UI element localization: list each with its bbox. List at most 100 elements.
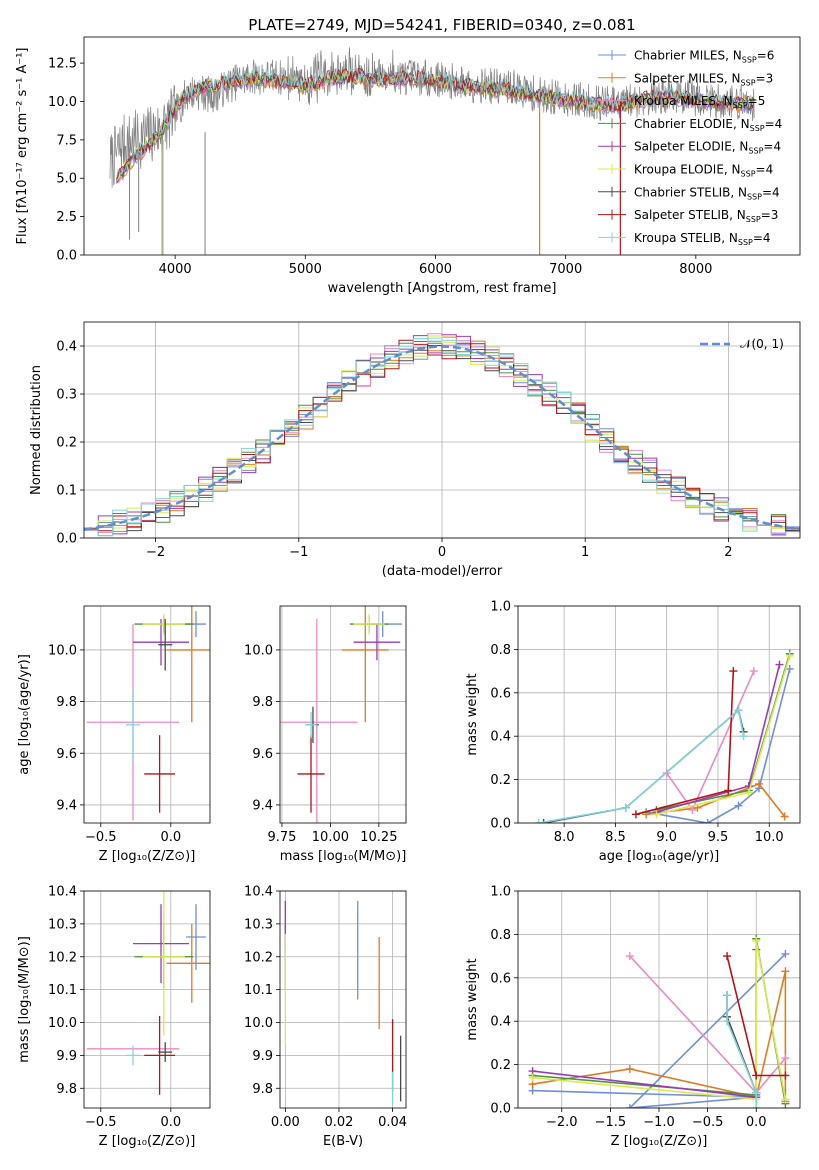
residual-histogram-chabrier-stelib	[84, 343, 800, 532]
spectrum-ylabel: Flux [fλ10⁻¹⁷ erg cm⁻² s⁻¹ A⁻¹]	[15, 48, 30, 245]
ebv-mass-data	[284, 900, 402, 1105]
z-mass-axes: −0.5 0.0 9.8 9.9 10.0 10.1 10.2 10.3 10.4 Z [log₁…	[17, 885, 211, 1149]
y-tick-label: 0.2	[56, 436, 77, 451]
age-weight-ylabel: mass weight	[465, 673, 480, 755]
weight-point	[785, 651, 794, 660]
y-tick-label: 10.4	[48, 885, 77, 900]
legend-label-kroupa-elodie: Kroupa ELODIE, NSSP=4	[634, 163, 773, 179]
weight-point	[752, 1088, 761, 1097]
weight-line-kroupa-elodie	[532, 940, 787, 1101]
y-tick-label: 0.3	[56, 388, 77, 403]
weight-point	[734, 801, 743, 810]
x-tick-label: 2	[724, 545, 732, 560]
age-weight-data	[534, 649, 794, 823]
mass-age-axes: 9.75 10.00 10.25 9.4 9.6 9.8 10.0 mass [log₁₀(M…	[244, 605, 407, 864]
point-kroupa-stelib	[126, 1045, 140, 1066]
ebv-mass-border	[279, 890, 407, 1109]
y-tick-label: 10.0	[48, 643, 77, 658]
x-tick-label: 8.5	[605, 830, 626, 845]
z-weight-data	[528, 934, 790, 1108]
z-age-frame: −0.5 0.0 9.4 9.6 9.8 10.0 Z [log₁₀(Z/Z⊙)] age […	[17, 605, 211, 864]
y-tick-label: 0.4	[490, 730, 511, 745]
weight-point	[688, 805, 697, 814]
spectrum-axes: 4000 5000 6000 7000 8000 0.0 2.5 5.0 7.5 10.0 12.5…	[15, 16, 801, 296]
point-salpeter-miles	[342, 606, 389, 723]
x-tick-label: −2.0	[546, 1115, 578, 1130]
weight-point	[780, 812, 789, 821]
weight-point	[625, 1064, 634, 1073]
weight-point	[703, 819, 712, 823]
x-tick-label: 5000	[289, 262, 322, 277]
y-tick-label: 12.5	[48, 57, 77, 72]
point-salpeter-stelib	[144, 735, 175, 813]
y-tick-label: 2.5	[56, 210, 77, 225]
ebv-mass-axes: 0.00 0.02 0.04 9.8 9.9 10.0 10.1 10.2 10.3 10.4 E(…	[244, 885, 407, 1150]
point-salpeter-stelib	[297, 735, 325, 813]
x-tick-label: 10.0	[755, 830, 784, 845]
point-kroupa-stelib	[305, 711, 317, 738]
y-tick-label: 9.6	[56, 747, 77, 762]
z-weight-axes: −2.0 −1.5 −1.0 −0.5 0.0 0.0 0.2 0.4 0.6 0.8 1.0 Z […	[465, 885, 801, 1149]
spectrum-legend: Chabrier MILES, NSSP=6 Salpeter MILES, NS…	[598, 49, 782, 247]
y-tick-label: 5.0	[56, 172, 77, 187]
y-tick-label: 0.4	[56, 340, 77, 355]
point-salpeter-miles	[166, 606, 210, 723]
spectrum-xlabel: wavelength [Angstrom, rest frame]	[328, 281, 557, 296]
y-tick-label: 10.0	[244, 1016, 273, 1031]
z-mass-data	[86, 891, 210, 1095]
weight-point	[781, 967, 790, 976]
spectrum-border	[83, 36, 801, 256]
y-tick-label: 1.0	[490, 600, 511, 615]
y-tick-label: 0.8	[490, 643, 511, 658]
mass-age-grid	[280, 606, 406, 823]
weight-point	[652, 810, 661, 819]
weight-point	[729, 667, 738, 676]
y-tick-label: 10.0	[48, 1016, 77, 1031]
legend-label-chabrier-miles: Chabrier MILES, NSSP=6	[634, 49, 774, 65]
residuals-border	[83, 321, 801, 539]
point-salpeter-stelib	[144, 1015, 175, 1095]
weight-line-kroupa-stelib	[726, 995, 757, 1108]
weight-point	[734, 706, 743, 715]
y-tick-label: 0.1	[56, 484, 77, 499]
y-tick-label: 10.3	[48, 917, 77, 932]
y-tick-label: 0.2	[490, 1058, 511, 1073]
y-tick-label: 10.2	[48, 950, 77, 965]
z-weight-frame: −2.0 −1.5 −1.0 −0.5 0.0 0.0 0.2 0.4 0.6 0.8 1.0 Z […	[465, 885, 801, 1149]
weight-point	[781, 1095, 790, 1104]
z-weight-border	[517, 890, 801, 1109]
residual-histogram-salpeter-elodie	[84, 334, 800, 536]
residuals-data	[84, 333, 800, 537]
age-weight-xlabel: age [log₁₀(age/yr)]	[599, 849, 720, 864]
point-kroupa-stelib	[126, 688, 140, 761]
normal-curve	[84, 345, 800, 531]
z-age-border	[83, 605, 211, 824]
z-mass-ylabel: mass [log₁₀(M/M⊙)]	[17, 936, 32, 1063]
y-tick-label: 10.3	[244, 917, 273, 932]
x-tick-label: −0.5	[85, 830, 117, 845]
weight-point	[724, 786, 733, 795]
weight-point	[754, 779, 763, 788]
x-tick-label: −1.0	[643, 1115, 675, 1130]
mass-age-xlabel: mass [log₁₀(M/M⊙)]	[280, 849, 407, 864]
y-tick-label: 10.0	[48, 95, 77, 110]
y-tick-label: 10.2	[244, 950, 273, 965]
model-spectrum-kroupa-stelib	[116, 67, 755, 179]
x-tick-label: −0.5	[692, 1115, 724, 1130]
x-tick-label: 10.25	[360, 830, 397, 845]
z-age-data	[86, 606, 210, 821]
z-mass-border	[83, 890, 211, 1109]
y-tick-label: 10.4	[244, 885, 273, 900]
legend-label-chabrier-elodie: Chabrier ELODIE, NSSP=4	[634, 117, 782, 133]
weight-point	[723, 952, 732, 961]
point-kroupa-elodie	[142, 891, 185, 1036]
x-tick-label: 0	[438, 545, 446, 560]
point-chabrier-stelib	[158, 1042, 173, 1062]
y-tick-label: 1.0	[490, 885, 511, 900]
x-tick-label: 0.04	[378, 1115, 407, 1130]
point-salpeter-elodie	[133, 904, 189, 984]
y-tick-label: 0.0	[56, 532, 77, 547]
weight-point	[625, 952, 634, 961]
x-tick-label: 9.0	[656, 830, 677, 845]
